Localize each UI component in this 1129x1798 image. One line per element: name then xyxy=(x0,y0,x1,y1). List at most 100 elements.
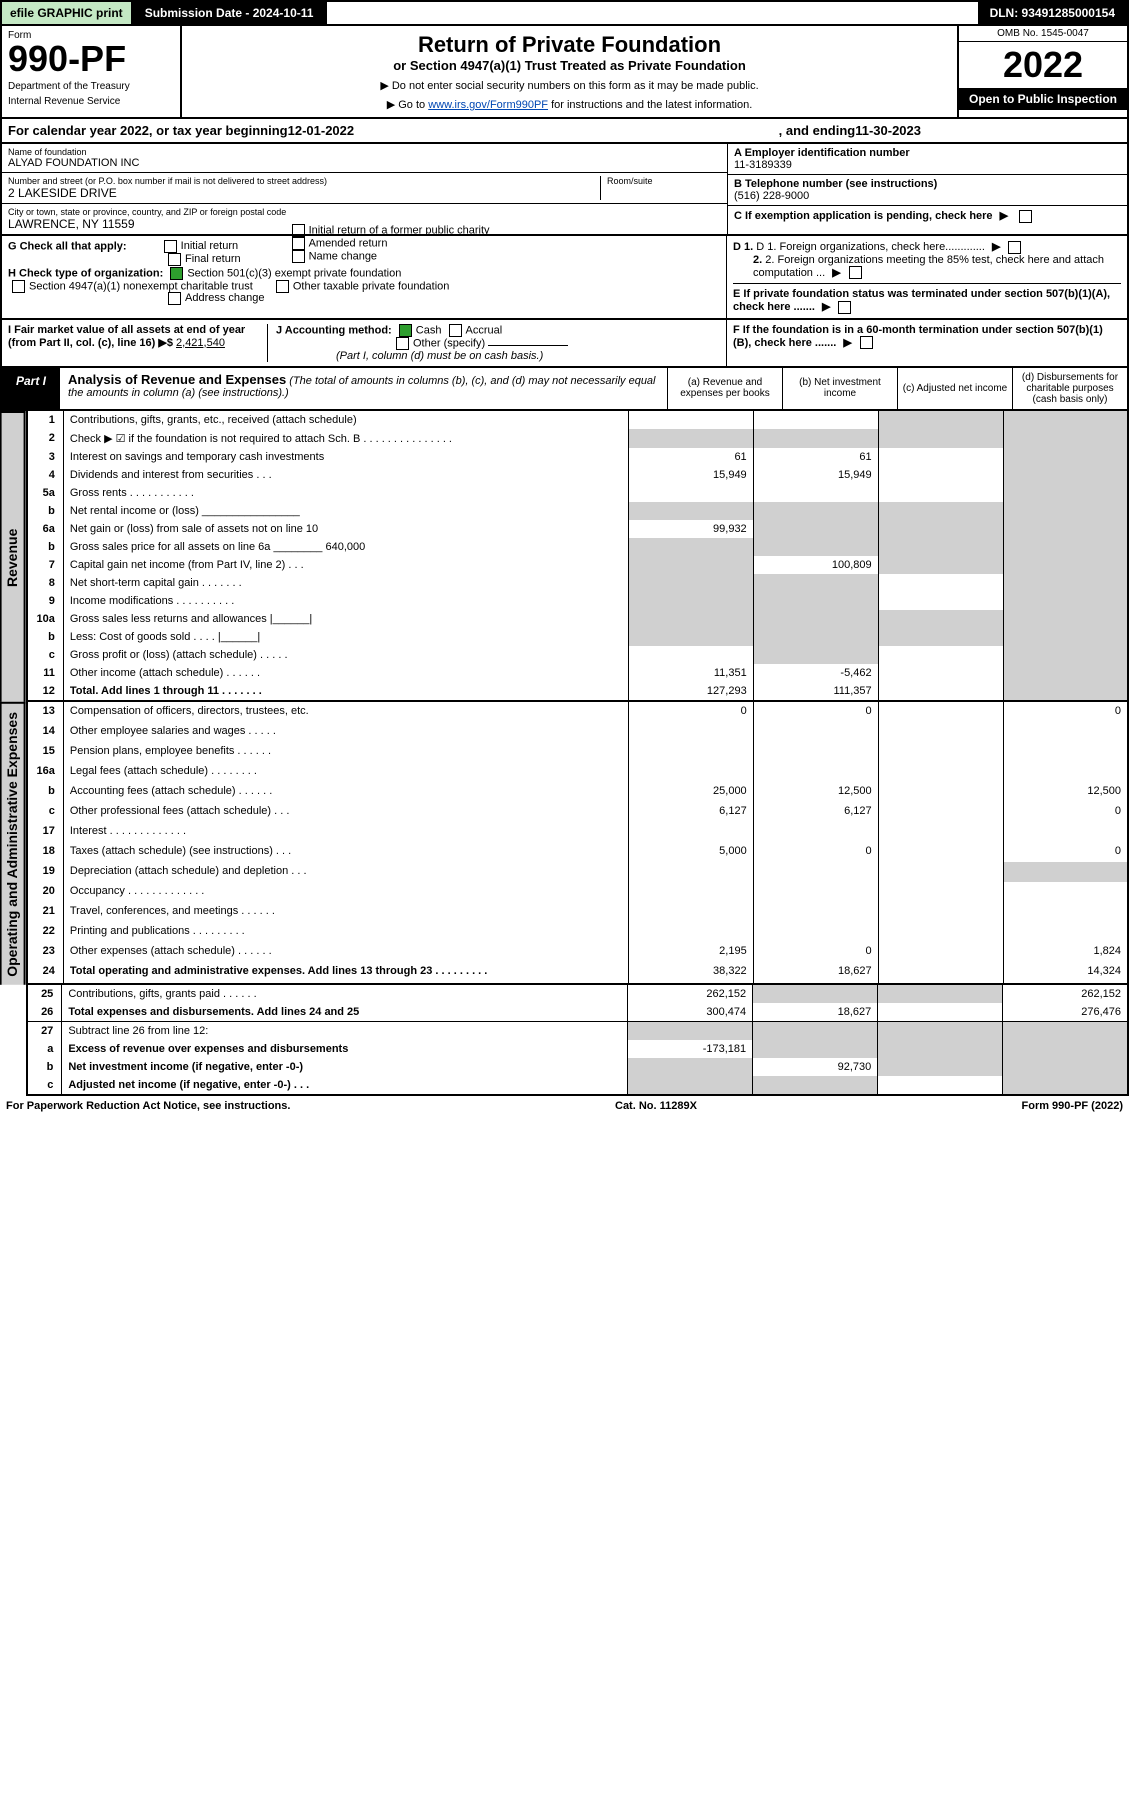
cal-tail xyxy=(921,123,1121,138)
cell-value: 0 xyxy=(753,842,878,862)
cell-grey xyxy=(628,592,753,610)
cb-cash[interactable] xyxy=(399,324,412,337)
phone-row: B Telephone number (see instructions) (5… xyxy=(728,175,1127,206)
line-desc: Net short-term capital gain . . . . . . … xyxy=(63,574,628,592)
line-number: 3 xyxy=(27,448,64,466)
line-desc: Gross sales price for all assets on line… xyxy=(63,538,628,556)
cb-other-tax[interactable] xyxy=(276,280,289,293)
cb-initial-pub[interactable] xyxy=(292,224,305,237)
cell-value: 6,127 xyxy=(628,802,753,822)
g-col2: Initial return of a former public charit… xyxy=(288,224,490,263)
cell-value: 0 xyxy=(753,942,878,962)
cb-accrual[interactable] xyxy=(449,324,462,337)
other-specify-line[interactable] xyxy=(488,345,568,346)
ein-row: A Employer identification number 11-3189… xyxy=(728,144,1127,175)
cb-d2[interactable] xyxy=(849,266,862,279)
footer-left: For Paperwork Reduction Act Notice, see … xyxy=(6,1100,290,1112)
cell-value xyxy=(628,902,753,922)
cell-grey xyxy=(628,1076,753,1095)
cell-value xyxy=(753,484,878,502)
cell-value xyxy=(628,742,753,762)
line-number: 24 xyxy=(27,962,64,983)
cell-value xyxy=(878,802,1003,822)
cell-value xyxy=(878,664,1003,682)
cell-value xyxy=(878,942,1003,962)
cell-grey xyxy=(1003,574,1128,592)
line-number: 7 xyxy=(27,556,64,574)
cell-value xyxy=(753,411,878,429)
cell-value xyxy=(753,762,878,782)
cell-grey xyxy=(878,610,1003,628)
c-checkbox[interactable] xyxy=(1019,210,1032,223)
cell-value: 0 xyxy=(1003,702,1128,722)
c-lbl: C If exemption application is pending, c… xyxy=(734,210,993,222)
irs-label: Internal Revenue Service xyxy=(8,96,174,107)
cb-amended[interactable] xyxy=(292,237,305,250)
cb-other-acc[interactable] xyxy=(396,337,409,350)
cell-value xyxy=(628,762,753,782)
cell-grey xyxy=(628,628,753,646)
cell-grey xyxy=(753,429,878,448)
f-right: F If the foundation is in a 60-month ter… xyxy=(727,320,1127,366)
cell-value xyxy=(878,574,1003,592)
cell-value: 0 xyxy=(753,702,878,722)
cal-mid: , and ending xyxy=(779,123,856,138)
bottom-table: 25Contributions, gifts, grants paid . . … xyxy=(26,985,1129,1096)
cell-value xyxy=(1003,822,1128,842)
cell-value: -5,462 xyxy=(753,664,878,682)
col-b-hdr: (b) Net investment income xyxy=(782,368,897,409)
line-number: b xyxy=(27,1058,62,1076)
line-number: c xyxy=(27,1076,62,1095)
cell-value: 262,152 xyxy=(1003,985,1128,1003)
omb-number: OMB No. 1545-0047 xyxy=(959,26,1127,42)
cb-namechg[interactable] xyxy=(292,250,305,263)
line-number: a xyxy=(27,1040,62,1058)
line-desc: Net gain or (loss) from sale of assets n… xyxy=(63,520,628,538)
cb-e[interactable] xyxy=(838,301,851,314)
cb-addrchg[interactable] xyxy=(168,292,181,305)
cb-final[interactable] xyxy=(168,253,181,266)
room-lbl: Room/suite xyxy=(607,176,721,186)
d2-lbl: 2. Foreign organizations meeting the 85%… xyxy=(753,254,1104,279)
c3-lbl: Section 501(c)(3) exempt private foundat… xyxy=(187,267,401,279)
cell-value: 18,627 xyxy=(753,962,878,983)
cell-value xyxy=(753,722,878,742)
arrow-icon: ▶ xyxy=(1000,210,1008,222)
line-desc: Dividends and interest from securities .… xyxy=(63,466,628,484)
cb-f[interactable] xyxy=(860,336,873,349)
d1-row: D 1. D 1. Foreign organizations, check h… xyxy=(733,240,1121,254)
i-j-left: I Fair market value of all assets at end… xyxy=(2,320,727,366)
initial-lbl: Initial return xyxy=(181,240,238,252)
cell-value xyxy=(628,882,753,902)
efile-label[interactable]: efile GRAPHIC print xyxy=(2,2,133,24)
line-desc: Excess of revenue over expenses and disb… xyxy=(62,1040,628,1058)
cb-4947[interactable] xyxy=(12,280,25,293)
line-desc: Compensation of officers, directors, tru… xyxy=(63,702,628,722)
line-number: 15 xyxy=(27,742,64,762)
cell-value xyxy=(878,842,1003,862)
cell-grey xyxy=(1003,646,1128,664)
addr-lbl: Number and street (or P.O. box number if… xyxy=(8,176,594,186)
line-number: 13 xyxy=(27,702,64,722)
cb-initial[interactable] xyxy=(164,240,177,253)
line-number: b xyxy=(27,628,64,646)
col-c-hdr: (c) Adjusted net income xyxy=(897,368,1012,409)
cell-value: 15,949 xyxy=(628,466,753,484)
cell-grey xyxy=(1003,466,1128,484)
entity-right: A Employer identification number 11-3189… xyxy=(727,144,1127,234)
form990pf-link[interactable]: www.irs.gov/Form990PF xyxy=(428,99,548,111)
expenses-table: 13Compensation of officers, directors, t… xyxy=(26,702,1129,985)
cell-value: 11,351 xyxy=(628,664,753,682)
cell-grey xyxy=(1003,592,1128,610)
h-lbl: H Check type of organization: xyxy=(8,267,163,279)
foundation-name: ALYAD FOUNDATION INC xyxy=(8,157,721,169)
cell-grey xyxy=(628,429,753,448)
cb-d1[interactable] xyxy=(1008,241,1021,254)
cell-value: 61 xyxy=(753,448,878,466)
cell-value xyxy=(878,902,1003,922)
line-number: 27 xyxy=(27,1021,62,1040)
warn-2: ▶ Go to www.irs.gov/Form990PF for instru… xyxy=(188,98,951,111)
cb-501c3[interactable] xyxy=(170,267,183,280)
arrow-icon: ▶ xyxy=(992,241,1000,253)
line-number: 16a xyxy=(27,762,64,782)
